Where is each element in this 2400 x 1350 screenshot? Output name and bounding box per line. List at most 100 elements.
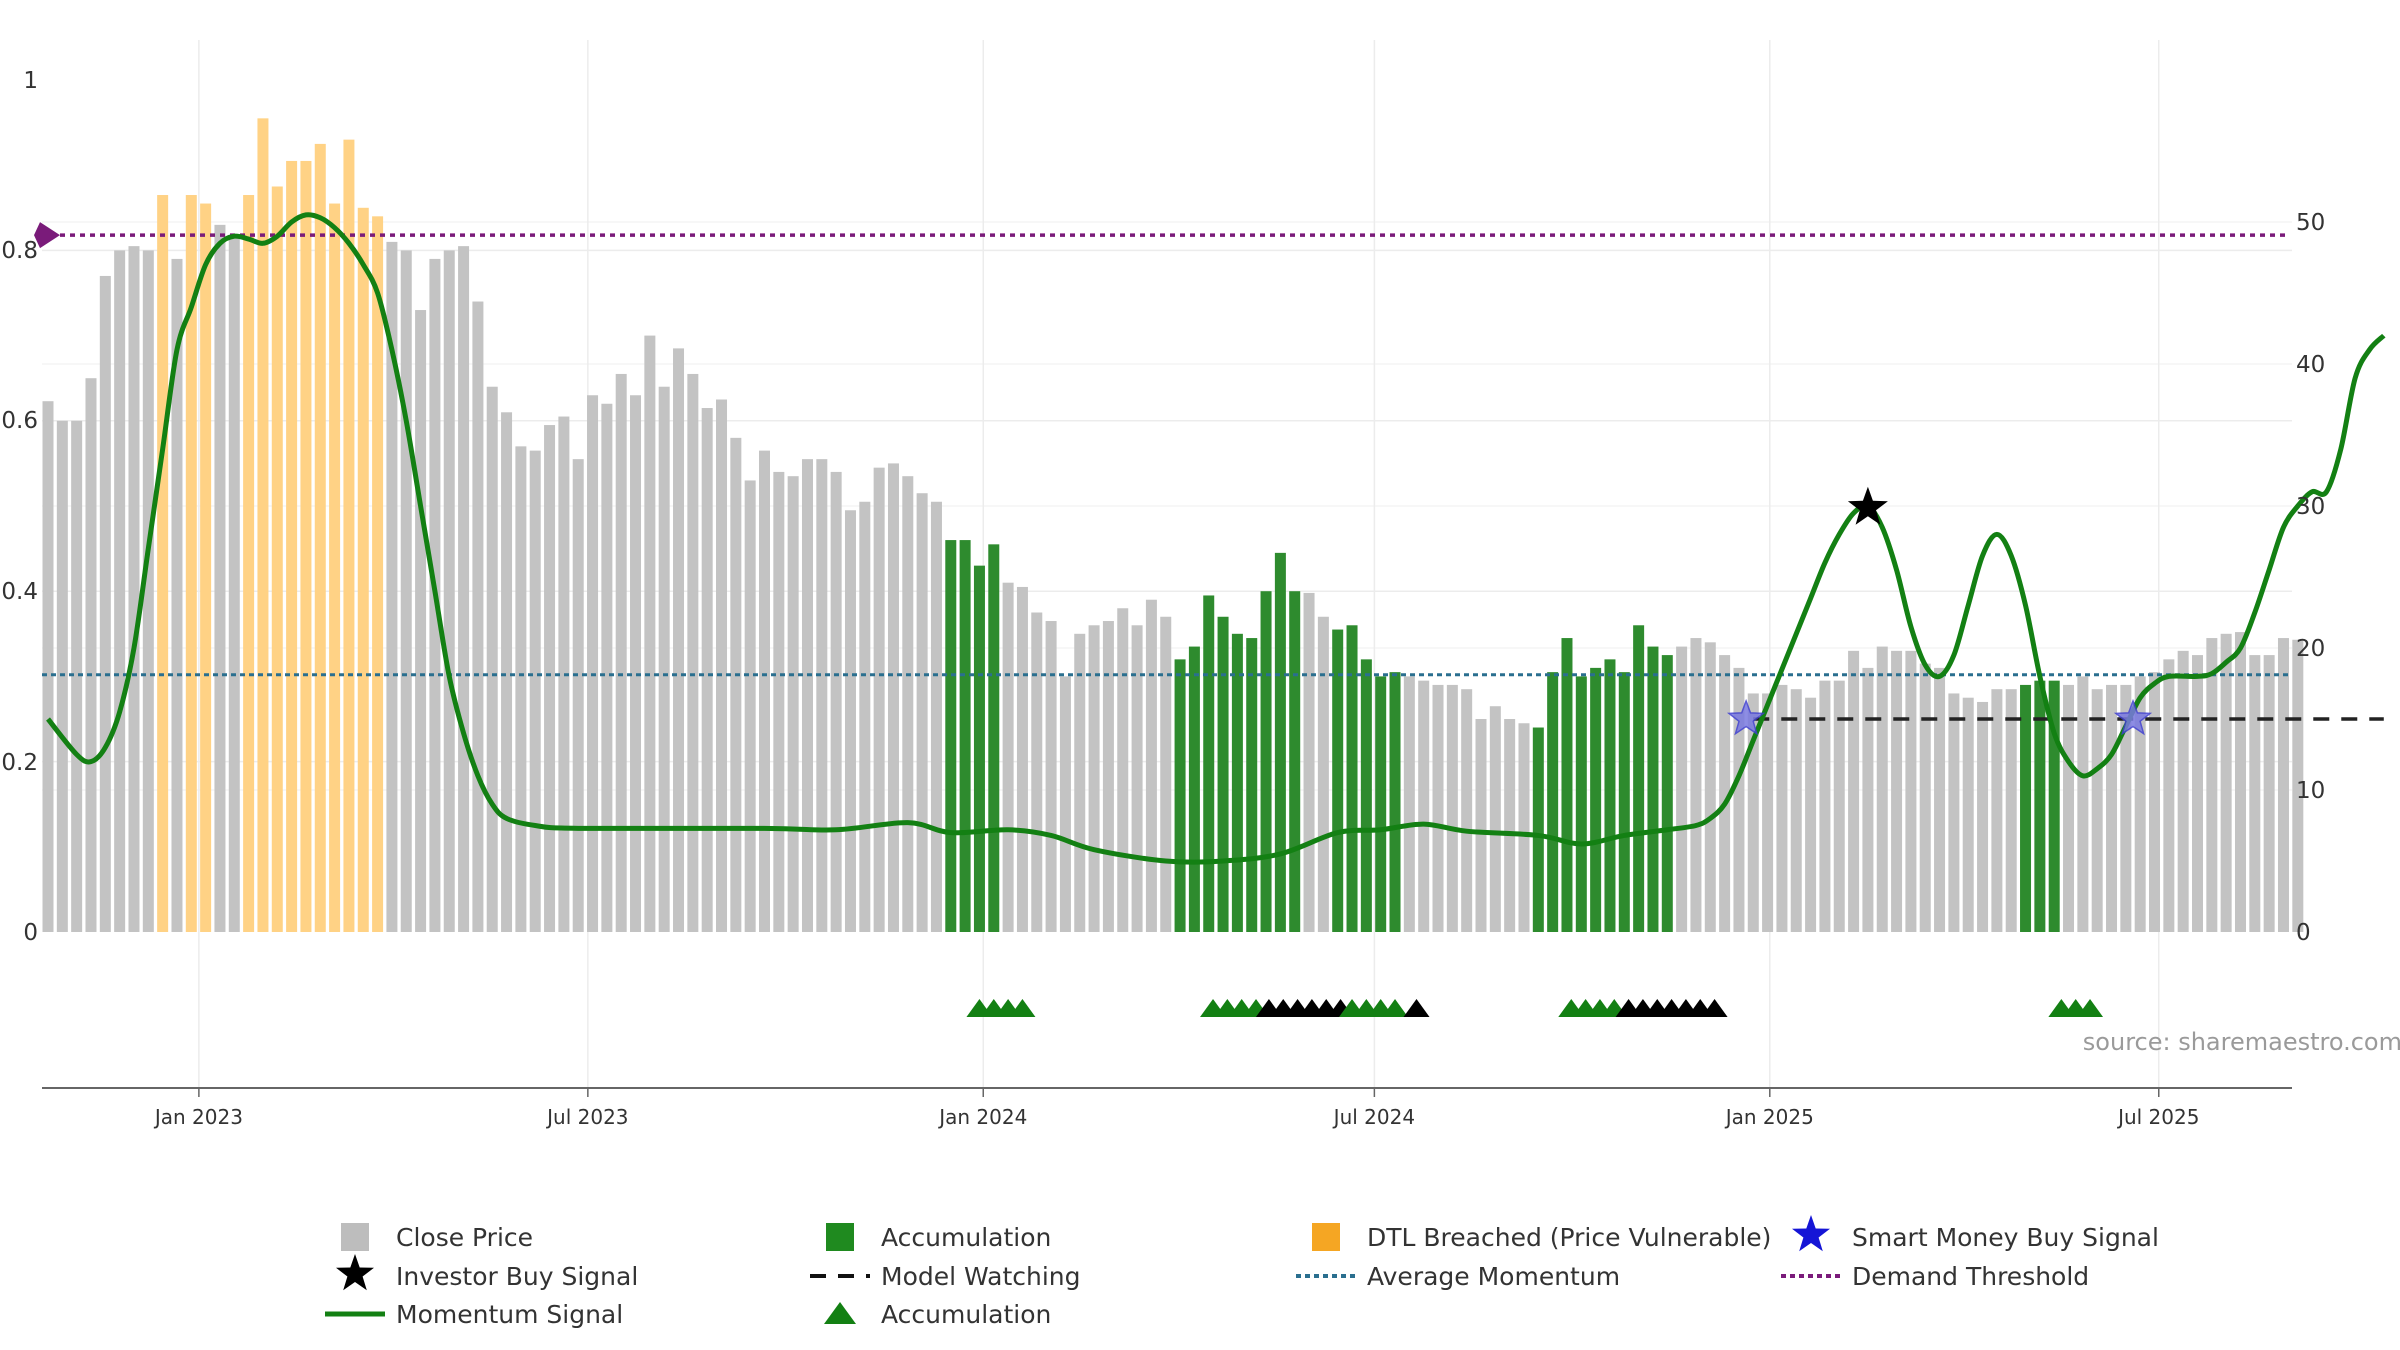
price-bar <box>1217 616 1229 932</box>
right-tick-label: 40 <box>2296 352 2325 378</box>
price-bar <box>1661 655 1673 932</box>
source-label: source: sharemaestro.com <box>2083 1028 2400 1056</box>
legend-label: Model Watching <box>881 1262 1081 1291</box>
price-bar <box>630 395 642 932</box>
right-tick-label: 30 <box>2296 494 2325 520</box>
signal-markers <box>1726 486 2153 736</box>
price-bar <box>2048 680 2060 932</box>
price-bar <box>2120 684 2132 932</box>
price-bar <box>673 348 685 932</box>
price-bar <box>2005 689 2017 932</box>
price-bar <box>1747 693 1759 932</box>
price-bar <box>1074 633 1086 932</box>
smart-money-star <box>1726 698 1766 736</box>
price-bar <box>2034 680 2046 932</box>
price-bar <box>42 401 54 933</box>
price-bar <box>1532 727 1544 932</box>
price-bar <box>902 476 914 932</box>
x-tick-label: Jan 2024 <box>937 1105 1027 1129</box>
price-bar <box>2134 676 2146 932</box>
price-bar <box>1274 552 1286 932</box>
price-bar <box>2220 633 2232 932</box>
price-bar <box>1289 591 1301 932</box>
price-bar <box>1188 646 1200 932</box>
price-bar <box>601 403 613 932</box>
price-bar <box>171 258 183 932</box>
price-bar <box>1504 719 1516 932</box>
price-bar <box>1432 684 1444 932</box>
price-bar <box>787 476 799 932</box>
price-bar <box>945 540 957 932</box>
accumulation-markers <box>966 999 2104 1017</box>
legend-item-acc_tri: Accumulation <box>824 1300 1051 1329</box>
price-bar <box>1489 706 1501 932</box>
price-bar <box>1876 646 1888 932</box>
price-bar <box>1604 659 1616 932</box>
price-bar <box>1375 676 1387 932</box>
price-bar <box>759 450 770 932</box>
price-bar <box>1676 646 1688 932</box>
price-bar <box>1303 592 1315 932</box>
price-bar <box>415 310 427 932</box>
price-bar <box>887 463 899 932</box>
price-bar <box>1647 646 1659 932</box>
price-bar <box>744 480 756 932</box>
price-bar <box>1690 638 1702 932</box>
price-bar <box>1575 676 1587 932</box>
price-bar <box>1618 672 1630 932</box>
price-bars <box>42 118 2304 933</box>
price-bar <box>1733 667 1745 932</box>
price-bar <box>1203 595 1215 932</box>
price-bar <box>2149 672 2161 932</box>
smart-money-star <box>2113 698 2153 736</box>
price-bar <box>1131 625 1143 932</box>
price-bar <box>1088 625 1100 932</box>
left-tick-label: 0.6 <box>1 408 38 434</box>
price-bar <box>300 160 312 932</box>
price-bar <box>959 540 971 932</box>
price-bar <box>1174 659 1186 932</box>
x-tick-label: Jul 2023 <box>545 1105 628 1129</box>
price-bar <box>1317 616 1329 932</box>
price-bar <box>443 250 455 932</box>
price-bar <box>357 207 369 933</box>
price-bar <box>2277 638 2289 932</box>
price-bar <box>1633 625 1645 932</box>
investor-buy-star <box>1847 486 1888 525</box>
right-tick-label: 20 <box>2296 636 2325 662</box>
price-bar <box>687 373 699 932</box>
price-bar <box>859 501 871 932</box>
price-bar <box>2249 655 2261 932</box>
accumulation-triangle <box>1009 999 1036 1017</box>
price-bar <box>615 373 627 932</box>
price-bar <box>1246 638 1258 932</box>
legend-item-avg: Average Momentum <box>1296 1262 1620 1291</box>
price-bar <box>71 420 83 932</box>
price-bar <box>1418 680 1430 932</box>
price-bar <box>558 416 570 932</box>
legend-label: Close Price <box>396 1223 533 1252</box>
legend-item-investor: Investor Buy Signal <box>336 1254 638 1291</box>
price-bar <box>1934 667 1946 932</box>
price-bar <box>1360 659 1372 932</box>
price-bar <box>286 160 298 932</box>
price-bar <box>2206 638 2218 932</box>
x-tick-label: Jan 2025 <box>1724 1105 1814 1129</box>
price-bar <box>816 459 828 932</box>
price-bar <box>271 186 283 932</box>
price-bar <box>1762 693 1774 932</box>
legend-label: Accumulation <box>881 1300 1051 1329</box>
legend-item-dtl: DTL Breached (Price Vulnerable) <box>1312 1223 1771 1252</box>
price-bar <box>343 139 355 932</box>
legend-item-smart: Smart Money Buy Signal <box>1792 1215 2159 1252</box>
price-bar <box>2091 689 2103 932</box>
price-bar <box>2263 655 2275 932</box>
price-bar <box>85 378 97 932</box>
demand-threshold-marker <box>34 222 60 249</box>
price-bar <box>1403 676 1415 932</box>
price-bar <box>529 450 541 932</box>
price-bar <box>572 459 584 932</box>
price-bar <box>1346 625 1358 932</box>
price-bar <box>1948 693 1960 932</box>
price-bar <box>701 408 713 932</box>
